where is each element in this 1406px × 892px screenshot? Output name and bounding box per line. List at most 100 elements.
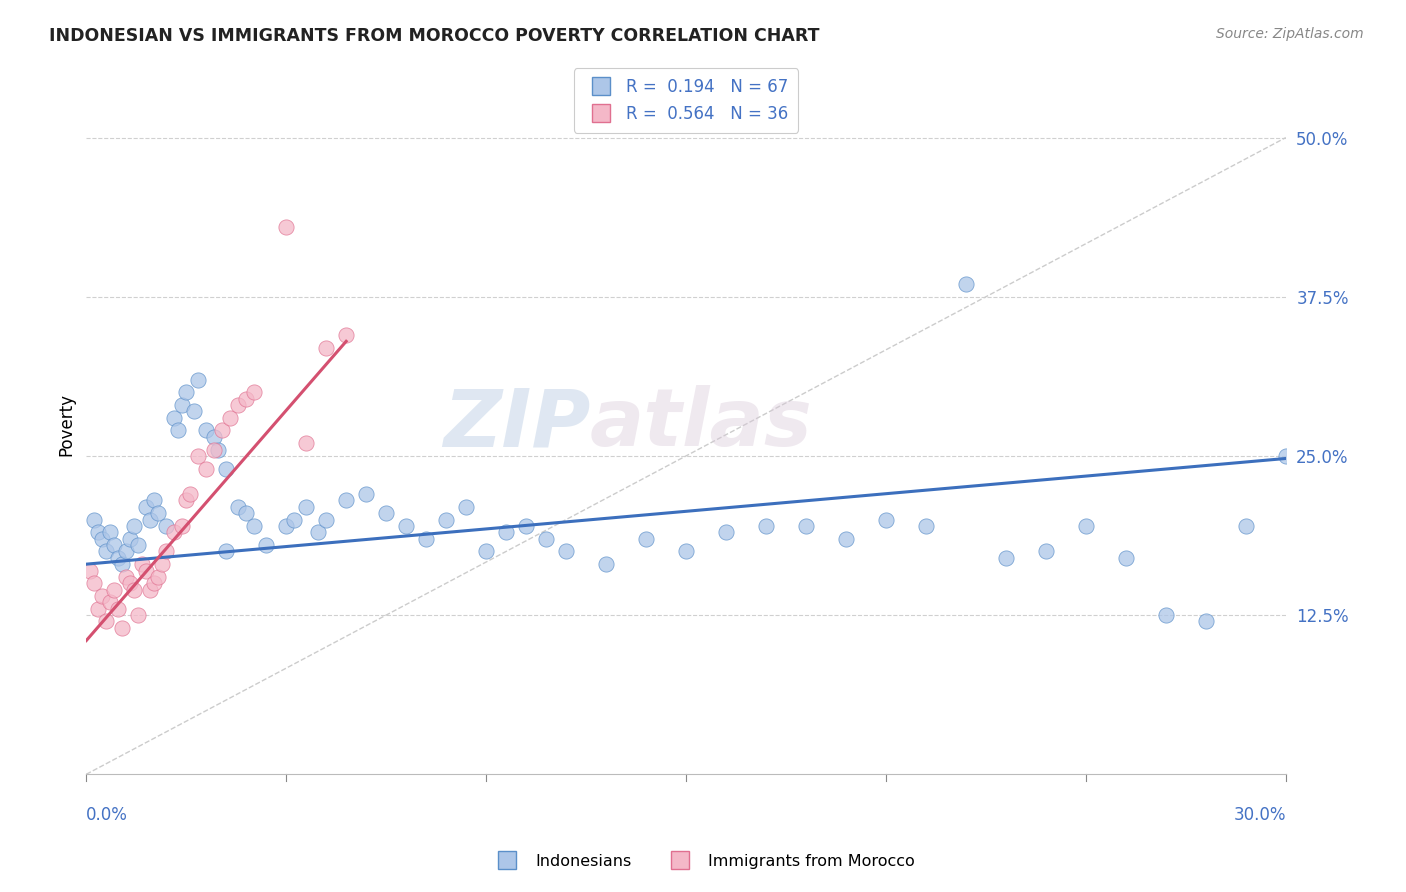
Point [187, 372, 209, 386]
Text: atlas: atlas [591, 385, 813, 463]
Point [295, 436, 318, 450]
Point [534, 532, 557, 546]
Point [1274, 449, 1296, 463]
Point [211, 424, 233, 438]
Point [172, 519, 194, 533]
Point [434, 513, 457, 527]
Point [148, 506, 170, 520]
Point [202, 442, 225, 457]
Point [96, 544, 118, 558]
Point [354, 487, 377, 501]
Point [107, 601, 129, 615]
Point [179, 487, 201, 501]
Point [226, 500, 249, 514]
Point [91, 589, 114, 603]
Point [875, 513, 897, 527]
Point [115, 570, 138, 584]
Point [243, 385, 266, 400]
Point [195, 461, 218, 475]
Point [143, 493, 166, 508]
Point [1035, 544, 1057, 558]
Point [107, 550, 129, 565]
Point [495, 525, 517, 540]
Point [87, 525, 110, 540]
Point [174, 385, 197, 400]
Point [335, 493, 357, 508]
Point [207, 442, 229, 457]
Point [235, 506, 257, 520]
Point [202, 430, 225, 444]
Point [103, 582, 125, 597]
Point [475, 544, 498, 558]
Point [395, 519, 418, 533]
Point [122, 582, 145, 597]
Point [1195, 615, 1218, 629]
Point [276, 519, 298, 533]
Point [167, 424, 190, 438]
Point [675, 544, 697, 558]
Point [135, 564, 157, 578]
Point [163, 525, 186, 540]
Point [215, 544, 238, 558]
Point [98, 595, 121, 609]
Point [634, 532, 657, 546]
Point [1154, 608, 1177, 623]
Point [127, 538, 149, 552]
Point [150, 557, 173, 571]
Point [111, 621, 134, 635]
Text: INDONESIAN VS IMMIGRANTS FROM MOROCCO POVERTY CORRELATION CHART: INDONESIAN VS IMMIGRANTS FROM MOROCCO PO… [49, 27, 820, 45]
Point [315, 513, 337, 527]
Point [555, 544, 578, 558]
Point [183, 404, 205, 418]
Point [1074, 519, 1097, 533]
Point [172, 398, 194, 412]
Text: ZIP: ZIP [443, 385, 591, 463]
Point [143, 576, 166, 591]
Point [139, 513, 162, 527]
Point [215, 461, 238, 475]
Point [195, 424, 218, 438]
Point [83, 576, 105, 591]
Point [163, 410, 186, 425]
Point [111, 557, 134, 571]
Point [120, 576, 142, 591]
Point [375, 506, 398, 520]
Point [714, 525, 737, 540]
Point [115, 544, 138, 558]
Point [794, 519, 817, 533]
Point [235, 392, 257, 406]
Point [955, 277, 977, 291]
Point [103, 538, 125, 552]
Point [994, 550, 1017, 565]
Point [415, 532, 437, 546]
Point [276, 219, 298, 234]
Point [226, 398, 249, 412]
Point [120, 532, 142, 546]
Point [835, 532, 858, 546]
Point [915, 519, 938, 533]
Point [315, 341, 337, 355]
Point [335, 328, 357, 343]
Point [283, 513, 305, 527]
Point [307, 525, 329, 540]
Point [91, 532, 114, 546]
Y-axis label: Poverty: Poverty [58, 392, 75, 456]
Text: 0.0%: 0.0% [86, 806, 128, 824]
Point [87, 601, 110, 615]
Point [243, 519, 266, 533]
Point [1234, 519, 1257, 533]
Point [1115, 550, 1137, 565]
Point [155, 544, 177, 558]
Point [295, 500, 318, 514]
Point [219, 410, 242, 425]
Point [83, 513, 105, 527]
Point [122, 519, 145, 533]
Legend: Indonesians, Immigrants from Morocco: Indonesians, Immigrants from Morocco [485, 847, 921, 875]
Point [135, 500, 157, 514]
Point [515, 519, 537, 533]
Point [139, 582, 162, 597]
Point [595, 557, 617, 571]
Point [148, 570, 170, 584]
Point [174, 493, 197, 508]
Point [755, 519, 778, 533]
